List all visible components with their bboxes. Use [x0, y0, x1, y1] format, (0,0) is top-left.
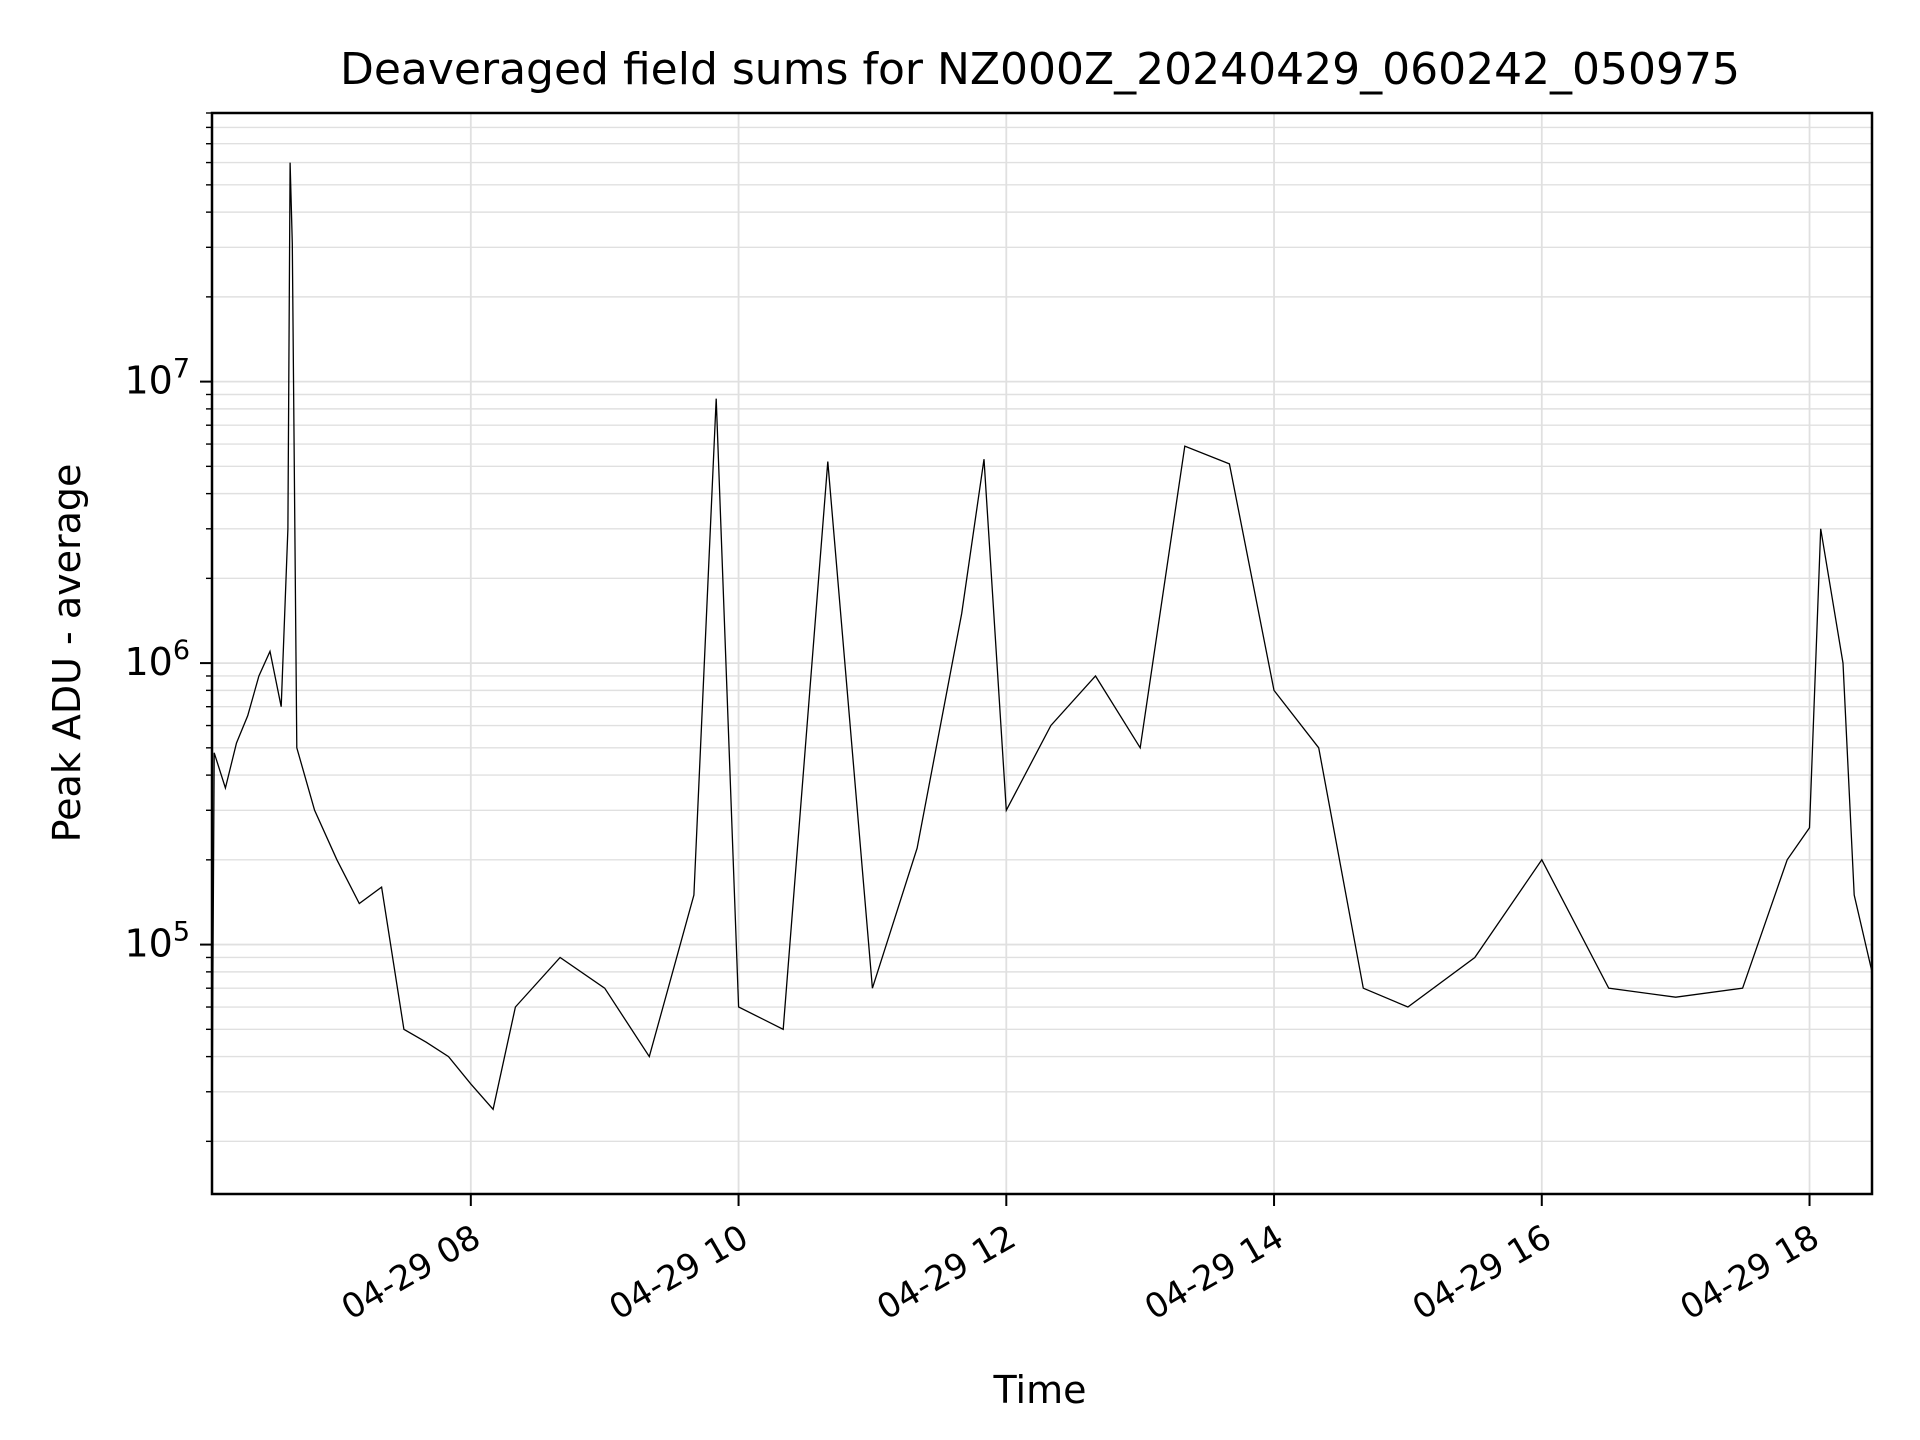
series-line: [211, 162, 1873, 1130]
grid-layer: [212, 112, 1872, 1194]
x-tick-label: 04-29 16: [1406, 1217, 1558, 1328]
x-tick-label: 04-29 18: [1674, 1217, 1826, 1328]
x-tick-label: 04-29 08: [335, 1217, 487, 1328]
plot-frame: [210, 111, 1874, 1196]
x-tick-label: 04-29 14: [1138, 1217, 1290, 1328]
y-axis-label: Peak ADU - average: [45, 464, 89, 843]
y-axis: 105 106 107: [124, 112, 212, 1143]
x-axis-label: Time: [993, 1368, 1087, 1412]
y-tick-label: 105: [124, 917, 190, 966]
y-tick-label: 106: [124, 635, 190, 684]
y-tick-label: 107: [124, 354, 190, 403]
x-tick-label: 04-29 10: [603, 1217, 755, 1328]
chart-title: Deaveraged field sums for NZ000Z_2024042…: [340, 44, 1740, 95]
x-axis: 04-29 08 04-29 10 04-29 12 04-29 14 04-29 16…: [335, 1194, 1826, 1328]
x-tick-label: 04-29 12: [870, 1217, 1022, 1328]
